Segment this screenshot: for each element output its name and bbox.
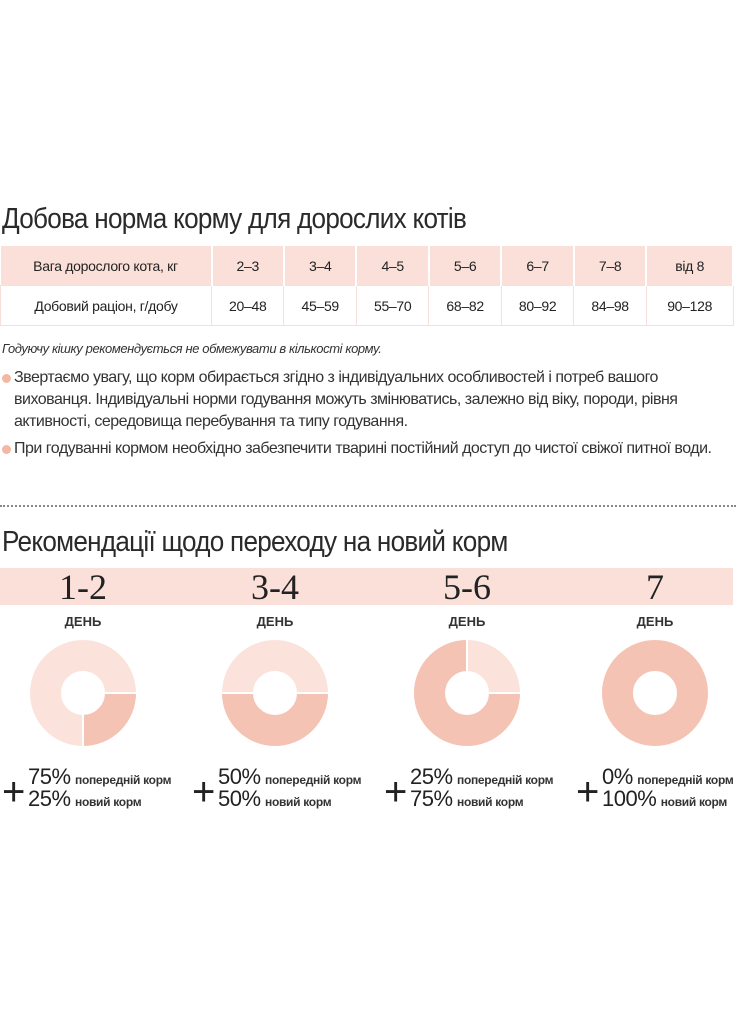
table-row-ration: Добовий раціон, г/добу 20–48 45–59 55–70… [0,285,734,326]
table-cell: 90–128 [645,285,734,326]
new-label: новий корм [660,795,728,809]
step-proportions: + 75% попередній корм 25% новий корм [2,764,172,814]
donut-segment-new [414,640,520,746]
step-day-3: 5-6 ДЕНЬ [371,568,563,629]
previous-label: попередній корм [457,773,554,787]
table-row-weight: Вага дорослого кота, кг 2–3 3–4 4–5 5–6 … [0,246,734,286]
step-day-1: 1-2 ДЕНЬ [0,568,179,629]
section-title-transition: Рекомендації щодо переходу на новий корм [2,526,508,558]
day-range: 3-4 [251,567,299,607]
nursing-note: Годуючу кішку рекомендується не обмежува… [2,341,382,356]
table-cell: 7–8 [572,246,648,286]
plus-icon: + [192,770,216,814]
days-band [0,568,733,605]
row-header: Добовий раціон, г/добу [0,285,212,326]
dotted-divider [0,505,736,507]
day-range: 1-2 [59,567,107,607]
row-header: Вага дорослого кота, кг [0,246,213,286]
plus-icon: + [384,770,408,814]
table-cell: 6–7 [500,246,575,286]
feeding-table: Вага дорослого кота, кг 2–3 3–4 4–5 5–6 … [0,246,734,326]
step-proportions: + 25% попередній корм 75% новий корм [384,764,554,814]
step-day-4: 7 ДЕНЬ [559,568,736,629]
day-range: 7 [646,567,664,607]
donut-segment-previous [602,640,708,746]
table-cell: 68–82 [428,285,502,326]
new-percent: 50% [218,786,261,811]
bullet-text: Звертаємо увагу, що корм обирається згід… [14,369,678,430]
table-cell: 20–48 [210,285,285,326]
table-cell: 80–92 [500,285,575,326]
previous-percent: 0% [602,764,633,789]
bullet-text: При годуванні кормом необхідно забезпечи… [14,440,712,457]
new-label: новий корм [457,795,524,809]
bullet-dot-icon [2,445,11,454]
step-proportions: + 0% попередній корм 100% новий корм [576,764,734,814]
donut-chart [414,640,520,746]
day-label: ДЕНЬ [64,614,102,629]
new-percent: 75% [410,786,453,811]
donut-segment-new [222,692,328,746]
previous-label: попередній корм [637,773,734,787]
donut-chart [602,640,708,746]
bullet-item: Звертаємо увагу, що корм обирається згід… [2,367,722,433]
new-label: новий корм [75,795,142,809]
table-cell: 4–5 [355,246,430,286]
table-cell: 45–59 [283,285,357,326]
step-day-2: 3-4 ДЕНЬ [179,568,371,629]
donut-segment-new [82,692,136,746]
previous-percent: 25% [410,764,453,789]
table-cell: 5–6 [427,246,503,286]
previous-percent: 50% [218,764,261,789]
table-cell: 84–98 [573,285,647,326]
bullet-item: При годуванні кормом необхідно забезпечи… [2,438,722,460]
section-title-daily-norm: Добова норма корму для дорослих котів [2,203,467,235]
bullet-dot-icon [2,374,11,383]
new-percent: 100% [602,786,657,811]
previous-label: попередній корм [75,773,172,787]
new-percent: 25% [28,786,71,811]
day-label: ДЕНЬ [448,614,486,629]
step-proportions: + 50% попередній корм 50% новий корм [192,764,362,814]
donut-chart [30,640,136,746]
new-label: новий корм [265,795,332,809]
day-label: ДЕНЬ [256,614,294,629]
day-label: ДЕНЬ [636,614,674,629]
table-cell: від 8 [645,246,734,286]
plus-icon: + [576,770,600,814]
table-cell: 55–70 [355,285,430,326]
donut-chart [222,640,328,746]
table-cell: 2–3 [210,246,285,286]
previous-percent: 75% [28,764,71,789]
day-range: 5-6 [443,567,491,607]
previous-label: попередній корм [265,773,362,787]
plus-icon: + [2,770,26,814]
table-cell: 3–4 [282,246,358,286]
